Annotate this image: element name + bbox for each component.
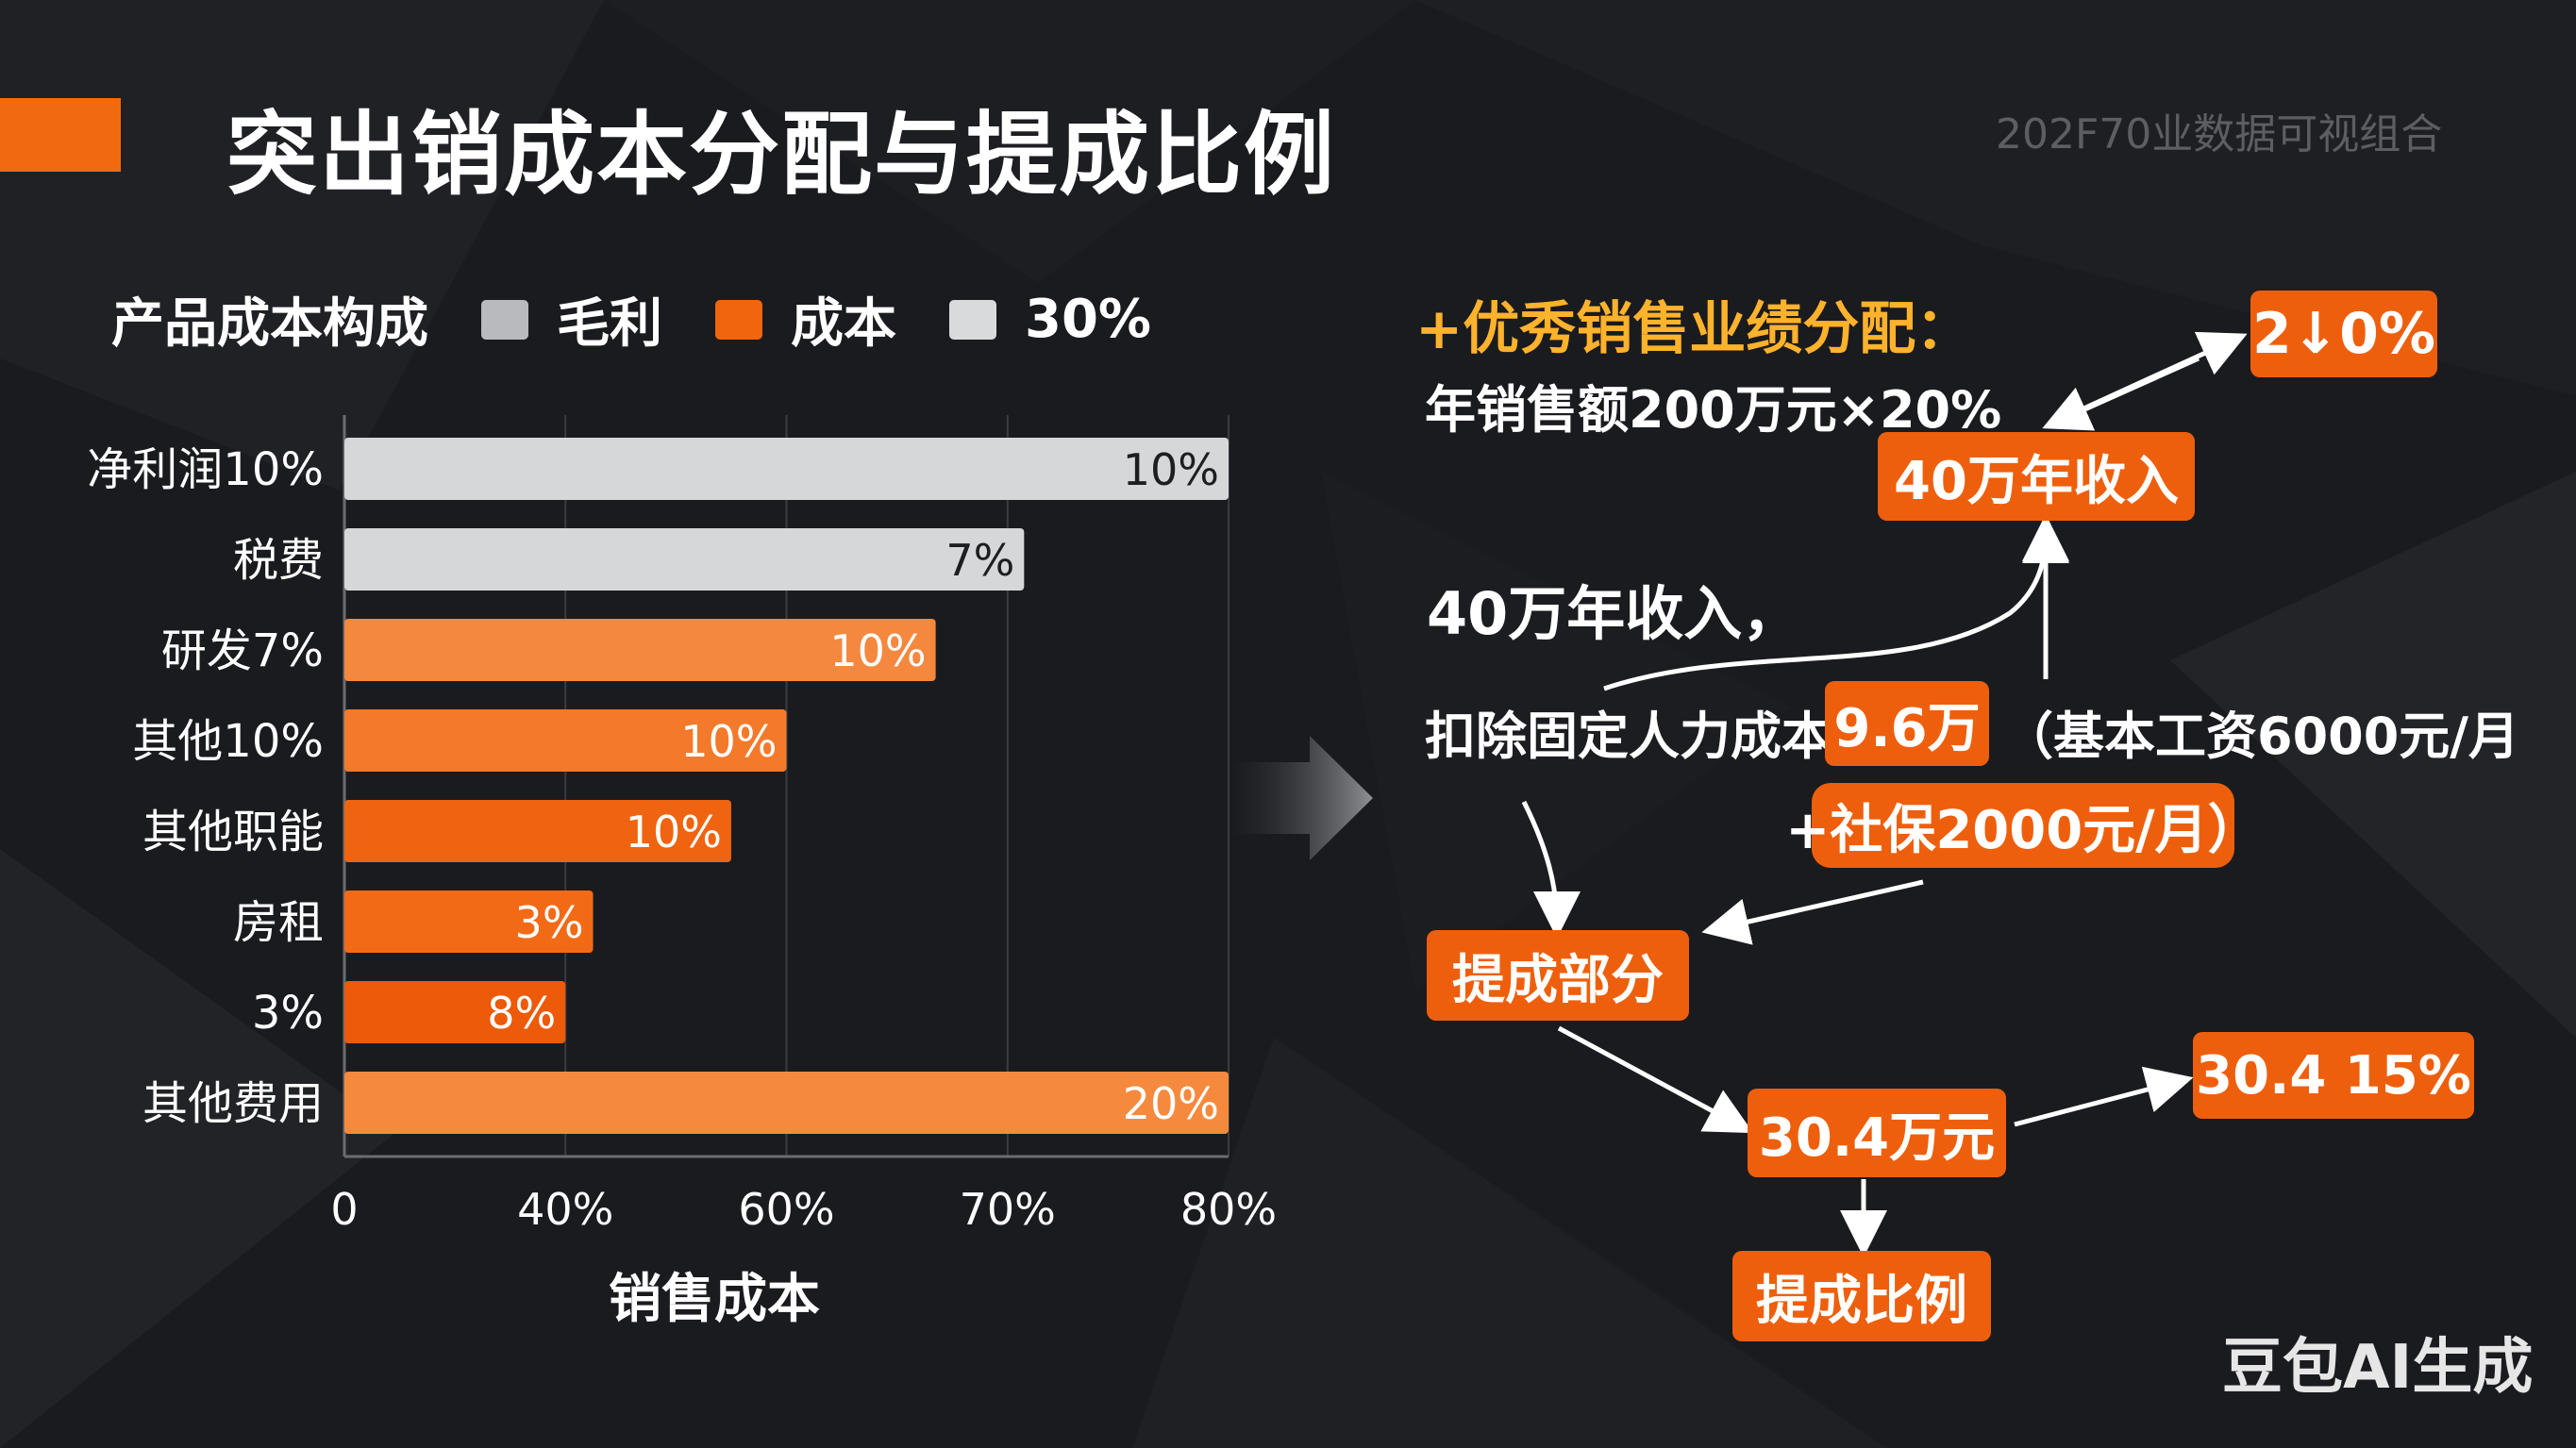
box-commission-rate: 30.4 15% <box>2193 1032 2474 1119</box>
income-text: 40万年收入， <box>1427 579 1801 648</box>
bar <box>344 890 594 953</box>
transition-arrow <box>1231 736 1373 860</box>
bonus-heading: +优秀销售业绩分配： <box>1415 296 1973 362</box>
category-label: 研发7% <box>161 624 324 677</box>
legend-label-30: 30% <box>1025 289 1152 350</box>
box-commission-part: 提成部分 <box>1427 930 1689 1021</box>
ai-watermark: 豆包AI生成 <box>2222 1333 2534 1403</box>
curve-to-income <box>1603 514 2069 691</box>
bar-chart: 净利润10% 10% 税费 7% 研发7% 10% 其他10% 10% 其他职能 10% 房租 3% 3… <box>87 415 1277 1330</box>
sales-formula: 年销售额200万元×20% <box>1425 380 2002 440</box>
legend-label-gross: 毛利 <box>557 293 662 355</box>
box-annual-income: 40万年收入 <box>1878 432 2195 521</box>
x-tick-label: 40% <box>517 1184 613 1235</box>
salary-text: （基本工资6000元/月 <box>2002 707 2520 766</box>
data-label: 10% <box>626 807 722 857</box>
legend-swatch-cost <box>715 299 762 340</box>
box-top-percent: 2↓0% <box>2250 291 2437 377</box>
category-label: 房租 <box>233 896 324 949</box>
bar <box>344 981 566 1043</box>
arrow-amount-to-rate <box>2014 1066 2194 1127</box>
bar <box>344 709 787 772</box>
bar <box>344 528 1025 591</box>
x-axis-title: 销售成本 <box>609 1269 820 1330</box>
box-commission-amount: 30.4万元 <box>1748 1089 2006 1177</box>
legend-swatch-30 <box>949 299 996 340</box>
category-label: 3% <box>252 987 324 1040</box>
box-commission-ratio: 提成比例 <box>1732 1251 1991 1341</box>
data-label: 10% <box>680 716 777 767</box>
legend-title: 产品成本构成 <box>111 293 428 355</box>
data-label: 8% <box>487 988 556 1039</box>
page-title: 突出销成本分配与提成比例 <box>226 102 1336 208</box>
x-tick-label: 80% <box>1180 1184 1277 1235</box>
x-tick-label: 0 <box>330 1184 358 1235</box>
data-label: 20% <box>1123 1078 1219 1129</box>
arrow-commission-to-amount <box>1557 1025 1754 1134</box>
category-label: 其他职能 <box>142 806 324 858</box>
box-deduct-amount: 9.6万 <box>1825 681 1989 766</box>
category-label: 其他10% <box>132 715 324 768</box>
data-label: 10% <box>1123 444 1219 495</box>
curve-to-commission <box>1521 800 1581 939</box>
data-label: 3% <box>515 897 584 948</box>
deduct-text: 扣除固定人力成本 <box>1425 707 1832 766</box>
category-label: 其他费用 <box>142 1077 324 1130</box>
data-label: 7% <box>945 535 1014 586</box>
bar <box>344 800 731 862</box>
header-note: 202Ϝ70业数据可视组合 <box>1996 110 2443 158</box>
bar <box>344 438 1229 500</box>
chart-legend: 产品成本构成 毛利 成本 30% <box>111 281 1151 358</box>
bar <box>344 1072 1229 1134</box>
arrow-social-to-commission <box>1701 879 1924 945</box>
legend-label-cost: 成本 <box>791 293 896 355</box>
category-label: 净利润10% <box>87 443 324 496</box>
category-label: 税费 <box>233 534 324 587</box>
title-accent-bar <box>0 98 121 172</box>
data-label: 10% <box>829 625 926 676</box>
box-social-insurance: +社保2000元/月） <box>1785 783 2261 868</box>
x-tick-label: 70% <box>960 1184 1056 1235</box>
bar <box>344 619 936 681</box>
x-tick-label: 60% <box>738 1184 834 1235</box>
legend-swatch-gross <box>481 299 528 340</box>
arrow-pct-to-income <box>2042 356 2200 431</box>
